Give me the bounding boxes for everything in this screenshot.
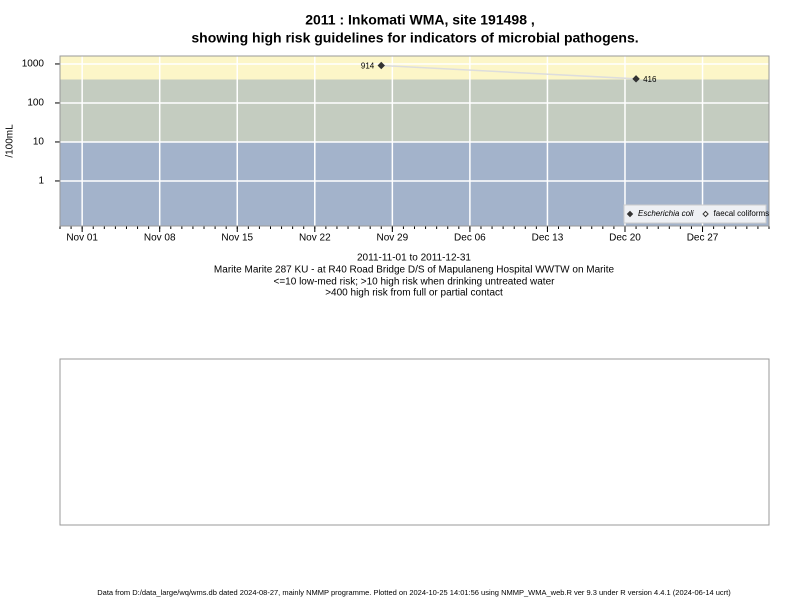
y-tick-label: 100 <box>27 98 44 109</box>
data-point <box>377 61 385 70</box>
legend-marker <box>702 210 709 218</box>
legend-marker <box>626 210 634 218</box>
note: Marite Marite 287 KU - at R40 Road Bridg… <box>214 265 615 276</box>
series-line <box>381 64 637 80</box>
chart-title: 2011 : Inkomati WMA, site 191498 , <box>305 12 535 28</box>
legend-box <box>623 204 767 224</box>
risk-band <box>60 79 769 142</box>
plot-frame <box>59 55 770 227</box>
note: <=10 low-med risk; >10 high risk when dr… <box>274 277 556 288</box>
empty-panel <box>59 358 770 526</box>
x-tick-label: Nov 08 <box>144 233 176 244</box>
x-tick-label: Nov 29 <box>377 233 409 244</box>
x-tick-label: Dec 06 <box>454 233 486 244</box>
x-tick-label: Dec 20 <box>609 233 641 244</box>
data-label: 416 <box>643 75 657 84</box>
chart-title: showing high risk guidelines for indicat… <box>191 30 638 46</box>
x-tick-label: Nov 22 <box>299 233 331 244</box>
data-point <box>632 75 640 83</box>
legend-label: Escherichia coli <box>638 209 694 218</box>
x-tick-label: Dec 27 <box>687 233 719 244</box>
y-tick-label: 1000 <box>22 59 45 70</box>
x-tick-label: Nov 15 <box>221 233 253 244</box>
y-axis-label: /100mL <box>5 124 16 158</box>
y-tick-label: 10 <box>33 137 45 148</box>
y-tick-label: 1 <box>38 176 44 187</box>
data-label: 914 <box>361 62 375 71</box>
x-tick-label: Nov 01 <box>66 233 98 244</box>
note: >400 high risk from full or partial cont… <box>325 288 503 299</box>
legend-label: faecal coliforms <box>714 209 770 218</box>
note: 2011-11-01 to 2011-12-31 <box>357 253 471 264</box>
x-tick-label: Dec 13 <box>532 233 564 244</box>
footer: Data from D:/data_large/wq/wms.db dated … <box>97 588 731 597</box>
